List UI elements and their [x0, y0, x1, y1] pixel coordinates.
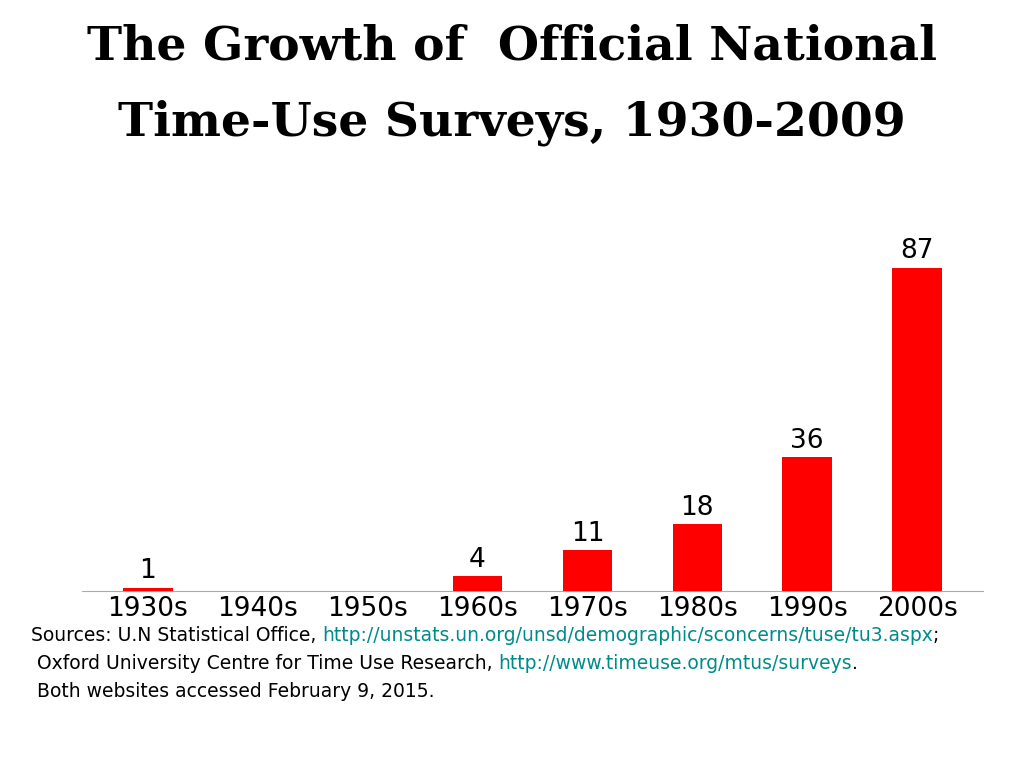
Bar — [673, 525, 722, 591]
Bar — [123, 588, 173, 591]
Text: 18: 18 — [681, 495, 714, 521]
Text: Both websites accessed February 9, 2015.: Both websites accessed February 9, 2015. — [31, 682, 434, 701]
Text: http://unstats.un.org/unsd/demographic/sconcerns/tuse/tu3.aspx: http://unstats.un.org/unsd/demographic/s… — [323, 626, 933, 645]
Text: http://www.timeuse.org/mtus/surveys: http://www.timeuse.org/mtus/surveys — [499, 654, 852, 673]
Text: Sources: U.N Statistical Office,: Sources: U.N Statistical Office, — [31, 626, 323, 645]
Text: 87: 87 — [900, 238, 934, 264]
Bar — [892, 267, 942, 591]
Bar — [563, 551, 612, 591]
Text: 11: 11 — [570, 521, 604, 547]
Text: The Growth of  Official National: The Growth of Official National — [87, 23, 937, 69]
Text: 36: 36 — [791, 428, 824, 454]
Text: 4: 4 — [469, 547, 486, 573]
Text: ;: ; — [933, 626, 939, 645]
Bar — [782, 458, 831, 591]
Text: 1: 1 — [139, 558, 157, 584]
Bar — [453, 577, 502, 591]
Text: .: . — [852, 654, 858, 673]
Text: Oxford University Centre for Time Use Research,: Oxford University Centre for Time Use Re… — [31, 654, 499, 673]
Text: Time-Use Surveys, 1930-2009: Time-Use Surveys, 1930-2009 — [118, 100, 906, 147]
